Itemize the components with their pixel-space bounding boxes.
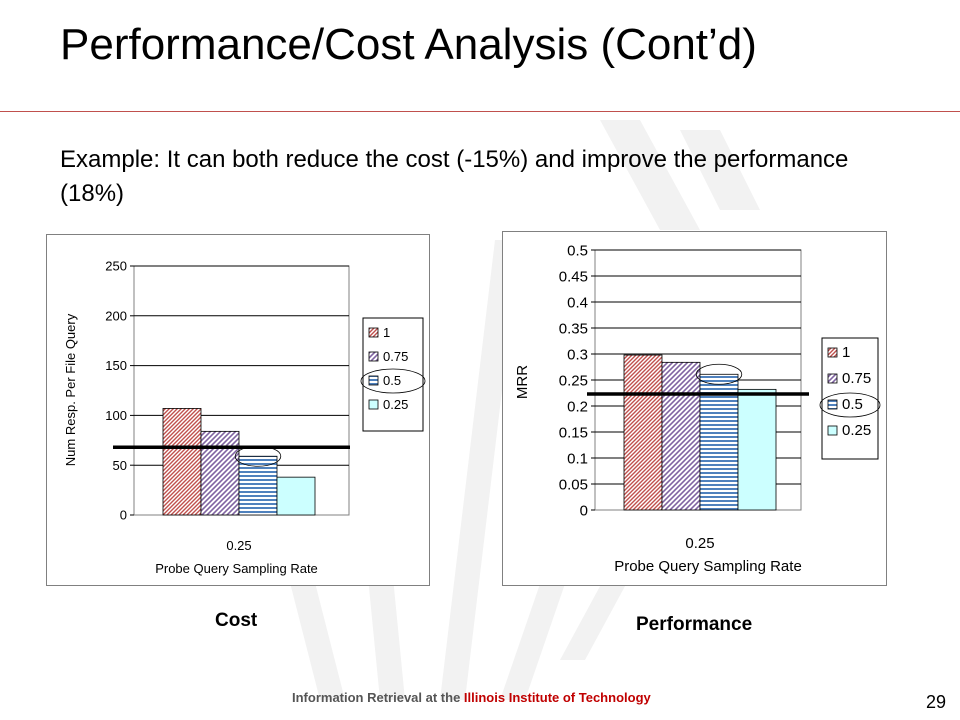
y-tick-label: 0.1	[567, 450, 588, 467]
cost-caption: Cost	[215, 610, 258, 631]
y-tick-label: 0	[120, 508, 127, 523]
y-tick-label: 100	[105, 408, 127, 423]
y-tick-label: 0.2	[567, 398, 588, 415]
legend-label-1: 1	[383, 325, 390, 340]
bar-series-1	[623, 354, 663, 511]
x-category-label: 0.25	[226, 538, 251, 553]
bar-series-0.25	[276, 476, 316, 516]
y-tick-label: 0	[580, 502, 588, 519]
legend-label-0.75: 0.75	[842, 370, 871, 387]
highlight-ellipse-legend	[360, 368, 426, 394]
y-axis-title: MRR	[514, 365, 531, 399]
slide-title: Performance/Cost Analysis (Cont’d)	[60, 20, 757, 69]
legend-swatch-1	[368, 327, 379, 338]
y-tick-label: 0.45	[559, 268, 588, 285]
y-tick-label: 0.15	[559, 424, 588, 441]
cost-chart: 0 50 100 150 200 250 0.25 Probe Query Sampling …	[46, 234, 430, 586]
y-axis-title: Num Resp. Per File Query	[63, 313, 78, 466]
bar-series-0.75	[661, 361, 701, 511]
legend-label-0.25: 0.25	[383, 397, 408, 412]
slide-subtitle: Example: It can both reduce the cost (-1…	[60, 146, 849, 207]
performance-caption: Performance	[636, 614, 753, 635]
legend-label-0.25: 0.25	[842, 422, 871, 439]
bar-series-1	[162, 408, 202, 516]
legend-swatch-0.25	[368, 399, 379, 410]
y-tick-label: 0.35	[559, 320, 588, 337]
footer: Information Retrieval at the Illinois In…	[292, 690, 651, 705]
legend-swatch-0.5	[368, 375, 379, 386]
highlight-ellipse-legend	[819, 392, 881, 418]
y-tick-label: 0.25	[559, 372, 588, 389]
x-category-label: 0.25	[685, 535, 714, 552]
y-tick-label: 250	[105, 259, 127, 274]
highlight-ellipse-bar	[695, 363, 743, 385]
performance-chart-svg: 0 0.05 0.1 0.15 0.2 0.25 0.3 0.35 0.4 0.45 0.5 0.25…	[514, 242, 881, 575]
legend-swatch-0.75	[368, 351, 379, 362]
x-axis-title: Probe Query Sampling Rate	[614, 558, 802, 575]
bar-series-0.75	[200, 430, 240, 516]
legend-label-0.5: 0.5	[842, 396, 863, 413]
y-tick-label: 50	[113, 458, 127, 473]
legend-label-0.5: 0.5	[383, 373, 401, 388]
legend-swatch-0.75	[827, 373, 838, 384]
y-tick-label: 0.4	[567, 294, 588, 311]
bar-series-0.5	[699, 373, 739, 511]
bar-series-0.5	[238, 455, 278, 516]
footer-brand: Illinois Institute of Technology	[463, 690, 651, 705]
y-tick-label: 150	[105, 358, 127, 373]
cost-chart-svg: 0 50 100 150 200 250 0.25 Probe Query Sampling …	[63, 259, 426, 576]
x-axis-title: Probe Query Sampling Rate	[155, 561, 318, 576]
highlight-ellipse-bar	[234, 445, 282, 467]
title-divider	[0, 111, 960, 112]
page-number: 29	[926, 692, 947, 712]
footer-prefix: Information Retrieval at the	[292, 690, 464, 705]
legend-label-1: 1	[842, 344, 850, 361]
y-tick-label: 200	[105, 308, 127, 323]
legend	[821, 337, 879, 460]
bar-series-0.25	[737, 388, 777, 511]
y-tick-label: 0.3	[567, 346, 588, 363]
y-tick-label: 0.5	[567, 242, 588, 259]
legend-swatch-0.25	[827, 425, 838, 436]
legend-label-0.75: 0.75	[383, 349, 408, 364]
performance-chart: 0 0.05 0.1 0.15 0.2 0.25 0.3 0.35 0.4 0.45 0.5 0.25…	[502, 231, 887, 586]
legend-swatch-1	[827, 347, 838, 358]
legend-swatch-0.5	[827, 399, 838, 410]
y-tick-label: 0.05	[559, 476, 588, 493]
